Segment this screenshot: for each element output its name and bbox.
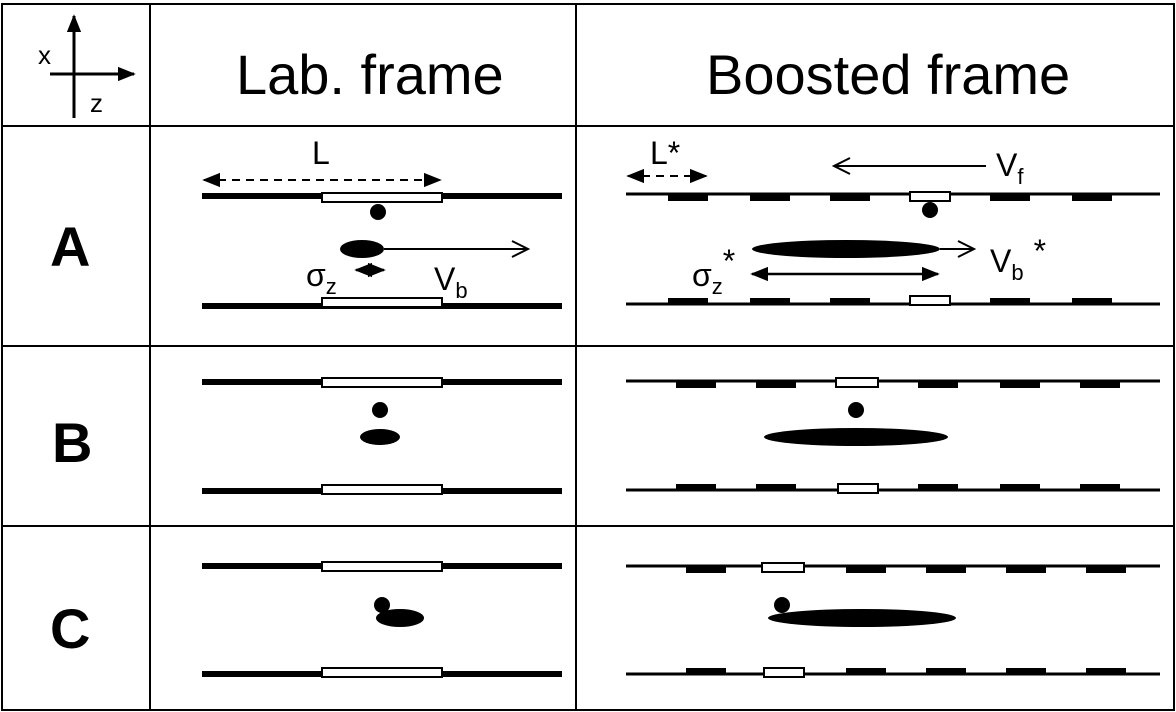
rail-block — [990, 298, 1030, 304]
header-boosted-frame: Boosted frame — [706, 43, 1070, 106]
label-L-star: L* — [650, 135, 680, 171]
table-grid — [1, 3, 1175, 711]
rail-block — [686, 567, 726, 573]
axis-x-label: x — [38, 40, 51, 70]
rail-block — [756, 484, 796, 490]
rail-block — [918, 382, 958, 388]
rail-block — [676, 484, 716, 490]
rail-block — [1086, 567, 1126, 573]
lab-row-b — [202, 377, 562, 495]
rail-block — [1006, 668, 1046, 674]
boosted-row-b — [626, 377, 1160, 494]
rail-block — [1072, 195, 1112, 201]
row-label-b: B — [52, 411, 92, 474]
header-lab-frame: Lab. frame — [236, 43, 504, 106]
lab-row-c — [202, 561, 562, 678]
label-sigma-z: σz — [306, 257, 337, 299]
rail-block — [846, 567, 886, 573]
rail-block — [750, 298, 790, 304]
rail-block — [1086, 668, 1126, 674]
rail-block — [1000, 484, 1040, 490]
rail-block — [830, 195, 870, 201]
rail-block — [668, 298, 708, 304]
boosted-row-a — [626, 166, 1160, 306]
lab-row-a — [202, 172, 562, 309]
boosted-row-c — [626, 562, 1160, 678]
beam-bunch — [340, 240, 384, 258]
label-V-b-star: Vb* — [990, 233, 1046, 285]
label-V-b: Vb — [434, 261, 468, 303]
rail-block — [918, 484, 958, 490]
rail-block — [990, 195, 1030, 201]
rail-block — [1080, 382, 1120, 388]
label-L: L — [312, 135, 330, 171]
axes-arrow-icon — [50, 14, 136, 118]
rail-block — [686, 668, 726, 674]
rail-block — [668, 195, 708, 201]
axis-z-label: z — [90, 88, 103, 118]
rail-block — [750, 195, 790, 201]
rail-block — [1080, 484, 1120, 490]
row-label-a: A — [50, 215, 90, 278]
rail-block — [926, 668, 966, 674]
rail-block — [1072, 298, 1112, 304]
label-V-f: Vf — [996, 147, 1024, 189]
rail-block — [676, 382, 716, 388]
rail-block — [926, 567, 966, 573]
rail-block — [1000, 382, 1040, 388]
label-sigma-z-star: σz* — [692, 243, 735, 299]
rail-block — [756, 382, 796, 388]
witness-particle — [370, 204, 386, 220]
rail-block — [1006, 567, 1046, 573]
row-label-c: C — [50, 597, 90, 660]
rail-block — [846, 668, 886, 674]
rail-block — [830, 298, 870, 304]
